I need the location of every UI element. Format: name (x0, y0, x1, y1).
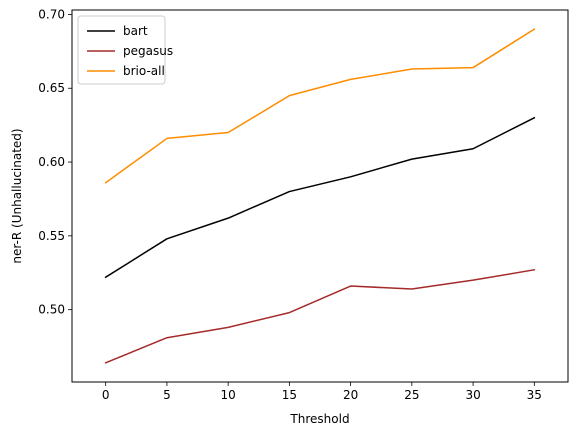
x-axis-label: Threshold (289, 412, 349, 426)
x-tick-label: 30 (465, 388, 480, 402)
legend-label-brio-all: brio-all (123, 64, 165, 78)
y-axis-ticks: 0.50 0.55 0.60 0.65 0.70 (38, 7, 72, 317)
x-axis-ticks: 0 5 10 15 20 25 30 35 (102, 382, 542, 402)
x-tick-label: 0 (102, 388, 110, 402)
legend-box (77, 15, 166, 85)
x-tick-label: 20 (343, 388, 358, 402)
y-tick-label: 0.50 (38, 303, 65, 317)
y-tick-label: 0.60 (38, 155, 65, 169)
series-line-brio-all (104, 28, 536, 184)
x-tick-label: 10 (221, 388, 236, 402)
series-layer (104, 28, 536, 364)
series-line-bart (104, 116, 536, 279)
x-tick-label: 35 (527, 388, 542, 402)
series-line-pegasus (104, 268, 536, 364)
x-tick-label: 5 (163, 388, 171, 402)
y-axis-label: ner-R (Unhallucinated) (10, 128, 24, 263)
plot-area-frame (71, 9, 569, 383)
x-tick-label: 15 (282, 388, 297, 402)
y-tick-label: 0.65 (38, 81, 65, 95)
legend-label-pegasus: pegasus (123, 44, 173, 58)
legend: bart pegasus brio-all (77, 15, 173, 85)
x-tick-label: 25 (404, 388, 419, 402)
y-tick-label: 0.70 (38, 7, 65, 21)
legend-label-bart: bart (123, 24, 148, 38)
y-tick-label: 0.55 (38, 229, 65, 243)
